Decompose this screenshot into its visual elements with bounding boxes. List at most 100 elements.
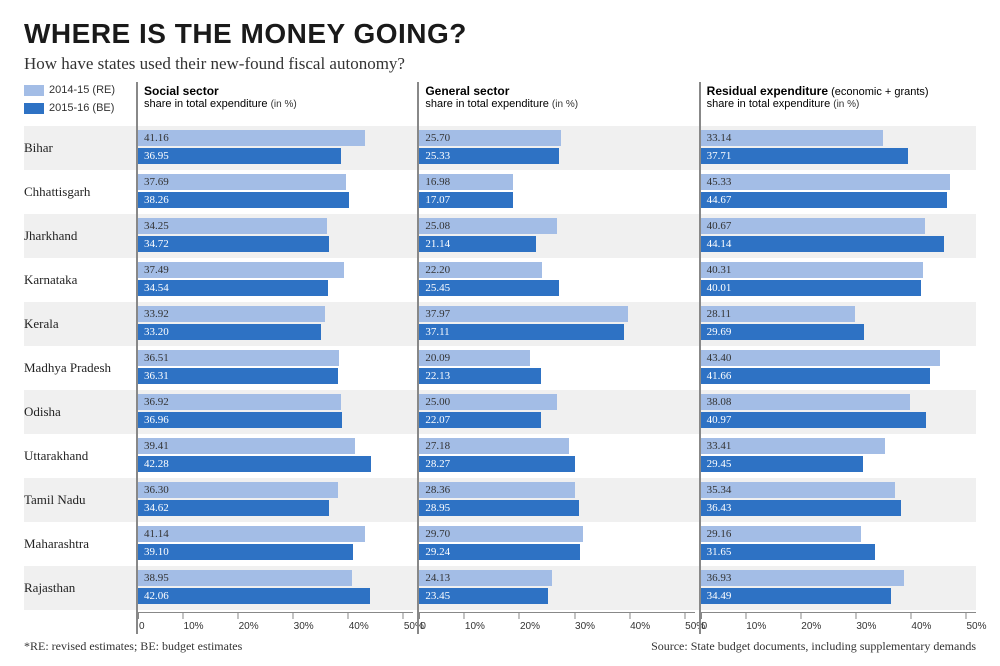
bar: 43.40 <box>701 350 940 366</box>
bar: 37.97 <box>419 306 628 322</box>
state-label: Madhya Pradesh <box>24 346 136 390</box>
bar-value-label: 39.10 <box>144 544 169 560</box>
bar: 28.95 <box>419 500 578 516</box>
bar-value-label: 45.33 <box>707 174 732 190</box>
bar-value-label: 40.01 <box>707 280 732 296</box>
bar: 28.36 <box>419 482 575 498</box>
bar-value-label: 28.36 <box>425 482 450 498</box>
bar-value-label: 36.95 <box>144 148 169 164</box>
chart-row: 37.4934.54 <box>138 258 413 302</box>
bar-value-label: 36.30 <box>144 482 169 498</box>
bar-value-label: 41.14 <box>144 526 169 542</box>
chart-row: 29.16 31.65 <box>701 522 976 566</box>
chart-row: 28.1129.69 <box>701 302 976 346</box>
bar: 25.00 <box>419 394 557 410</box>
bar-value-label: 36.51 <box>144 350 169 366</box>
chart-row: 35.3436.43 <box>701 478 976 522</box>
chart-row: 45.33 44.67 <box>701 170 976 214</box>
bar-value-label: 29.45 <box>707 456 732 472</box>
bar: 39.10 <box>138 544 353 560</box>
bar: 36.92 <box>138 394 341 410</box>
bar-value-label: 33.41 <box>707 438 732 454</box>
bar: 34.25 <box>138 218 327 234</box>
bar-value-label: 23.45 <box>425 588 450 604</box>
state-label: Maharashtra <box>24 522 136 566</box>
chart-row: 37.6938.26 <box>138 170 413 214</box>
chart-row: 37.9737.11 <box>419 302 694 346</box>
chart-row: 27.18 28.27 <box>419 434 694 478</box>
chart-row: 38.9542.06 <box>138 566 413 610</box>
bar-value-label: 36.96 <box>144 412 169 428</box>
bar: 37.71 <box>701 148 909 164</box>
bar: 33.20 <box>138 324 321 340</box>
bar: 33.14 <box>701 130 883 146</box>
bar: 37.69 <box>138 174 346 190</box>
bar: 34.54 <box>138 280 328 296</box>
bar: 41.16 <box>138 130 365 146</box>
bar-value-label: 40.67 <box>707 218 732 234</box>
state-column: BiharChhattisgarhJharkhandKarnatakaKeral… <box>24 82 136 634</box>
panels-container: Social sectorshare in total expenditure … <box>136 82 976 634</box>
bar-value-label: 34.62 <box>144 500 169 516</box>
chart-row: 43.40 41.66 <box>701 346 976 390</box>
tick-label: 10% <box>746 621 766 632</box>
bar: 33.92 <box>138 306 325 322</box>
chart-row: 34.25 34.72 <box>138 214 413 258</box>
bar: 34.49 <box>701 588 891 604</box>
bar: 31.65 <box>701 544 875 560</box>
tick-label: 30% <box>575 621 595 632</box>
bar-value-label: 29.16 <box>707 526 732 542</box>
bar: 25.70 <box>419 130 561 146</box>
footnote-right: Source: State budget documents, includin… <box>651 639 976 654</box>
footnote-left: *RE: revised estimates; BE: budget estim… <box>24 639 242 654</box>
tick-label: 10% <box>465 621 485 632</box>
bar: 28.27 <box>419 456 575 472</box>
bar-value-label: 44.14 <box>707 236 732 252</box>
bar-value-label: 40.97 <box>707 412 732 428</box>
tick-label: 30% <box>294 621 314 632</box>
chart-subtitle: How have states used their new-found fis… <box>24 54 976 74</box>
bar: 29.24 <box>419 544 580 560</box>
chart-row: 25.0821.14 <box>419 214 694 258</box>
tick-label: 20% <box>239 621 259 632</box>
bar-value-label: 31.65 <box>707 544 732 560</box>
bar-value-label: 27.18 <box>425 438 450 454</box>
tick-label: 0 <box>420 621 426 632</box>
chart-row: 38.0840.97 <box>701 390 976 434</box>
bar: 36.96 <box>138 412 342 428</box>
bar-value-label: 25.00 <box>425 394 450 410</box>
chart-row: 33.92 33.20 <box>138 302 413 346</box>
footer: *RE: revised estimates; BE: budget estim… <box>24 639 976 654</box>
x-axis: 010%20%30%40%50% <box>419 612 694 634</box>
bar: 41.14 <box>138 526 365 542</box>
bar-value-label: 36.93 <box>707 570 732 586</box>
bar: 40.31 <box>701 262 923 278</box>
chart-row: 29.7029.24 <box>419 522 694 566</box>
panel-subtitle: share in total expenditure (in %) <box>425 98 694 110</box>
bar: 20.09 <box>419 350 530 366</box>
bar: 36.43 <box>701 500 902 516</box>
tick-label: 20% <box>520 621 540 632</box>
tick-label: 40% <box>349 621 369 632</box>
bar: 40.01 <box>701 280 921 296</box>
x-axis: 010%20%30%40%50% <box>138 612 413 634</box>
bar: 42.28 <box>138 456 371 472</box>
tick-label: 0 <box>139 621 145 632</box>
state-label: Karnataka <box>24 258 136 302</box>
bar: 38.95 <box>138 570 352 586</box>
chart-row: 25.70 25.33 <box>419 126 694 170</box>
bar: 44.67 <box>701 192 947 208</box>
bar-value-label: 25.33 <box>425 148 450 164</box>
bar-value-label: 22.07 <box>425 412 450 428</box>
bar: 34.72 <box>138 236 329 252</box>
tick-label: 40% <box>630 621 650 632</box>
bar-value-label: 33.92 <box>144 306 169 322</box>
bar: 41.66 <box>701 368 930 384</box>
state-label: Odisha <box>24 390 136 434</box>
chart-row: 40.67 44.14 <box>701 214 976 258</box>
bar: 34.62 <box>138 500 329 516</box>
tick-label: 50% <box>966 621 986 632</box>
state-label: Uttarakhand <box>24 434 136 478</box>
bar-value-label: 25.08 <box>425 218 450 234</box>
chart-row: 16.9817.07 <box>419 170 694 214</box>
